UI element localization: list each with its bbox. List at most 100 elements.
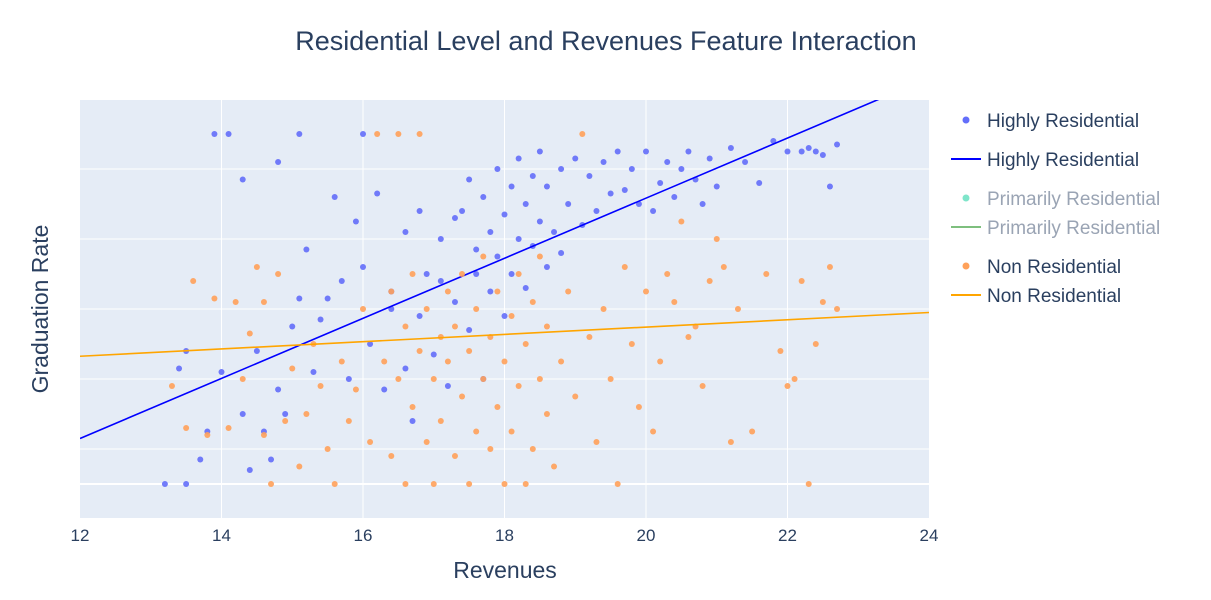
data-point bbox=[437, 418, 444, 424]
legend: Highly Residential Highly Residential Prim… bbox=[951, 111, 1160, 307]
data-point bbox=[805, 481, 812, 487]
series-1-trendline bbox=[80, 100, 880, 440]
legend-label: Highly Residential bbox=[987, 111, 1139, 132]
data-point bbox=[593, 208, 600, 214]
data-point bbox=[657, 180, 664, 186]
data-point bbox=[536, 148, 543, 155]
data-point bbox=[614, 148, 621, 155]
legend-item-5[interactable]: Non Residential bbox=[951, 286, 1121, 307]
data-point bbox=[367, 439, 374, 445]
legend-label: Highly Residential bbox=[987, 150, 1139, 171]
x-tick-label: 14 bbox=[212, 526, 231, 545]
data-point bbox=[338, 278, 345, 284]
data-point bbox=[487, 229, 494, 235]
legend-item-3[interactable]: Primarily Residential bbox=[951, 218, 1160, 239]
data-point bbox=[183, 425, 190, 431]
data-point bbox=[345, 418, 352, 424]
legend-item-1[interactable]: Highly Residential bbox=[951, 150, 1139, 171]
data-point bbox=[805, 145, 812, 151]
data-point bbox=[459, 208, 466, 214]
data-point bbox=[494, 404, 501, 410]
x-tick-label: 18 bbox=[495, 526, 514, 545]
data-point bbox=[402, 365, 409, 372]
x-tick-label: 24 bbox=[920, 526, 939, 545]
data-point bbox=[558, 166, 565, 172]
data-point bbox=[515, 271, 522, 277]
data-point bbox=[268, 481, 275, 487]
trend-line bbox=[80, 100, 880, 440]
data-point bbox=[558, 358, 565, 365]
legend-item-2[interactable]: Primarily Residential bbox=[962, 189, 1161, 210]
plot-area bbox=[80, 100, 929, 487]
data-point bbox=[289, 323, 296, 330]
legend-label: Non Residential bbox=[987, 286, 1121, 307]
data-point bbox=[628, 341, 635, 347]
data-point bbox=[402, 323, 409, 330]
data-point bbox=[770, 138, 777, 144]
data-point bbox=[444, 288, 451, 295]
data-point bbox=[360, 306, 366, 312]
data-point bbox=[536, 376, 543, 382]
data-point bbox=[635, 404, 642, 410]
data-point bbox=[246, 467, 253, 473]
data-point bbox=[501, 358, 508, 365]
data-point bbox=[451, 323, 458, 330]
data-point bbox=[515, 155, 522, 162]
data-point bbox=[402, 229, 409, 235]
data-point bbox=[303, 246, 310, 253]
data-point bbox=[423, 271, 430, 277]
data-point bbox=[727, 439, 734, 445]
data-point bbox=[699, 201, 706, 207]
data-point bbox=[473, 428, 480, 435]
data-point bbox=[643, 288, 649, 295]
data-point bbox=[565, 288, 572, 295]
legend-marker-icon bbox=[962, 194, 970, 202]
data-point bbox=[501, 211, 508, 218]
data-point bbox=[275, 159, 282, 165]
data-point bbox=[798, 278, 805, 284]
data-point bbox=[607, 376, 614, 382]
data-point bbox=[536, 218, 543, 225]
data-point bbox=[360, 264, 366, 270]
data-point bbox=[508, 183, 515, 190]
data-point bbox=[466, 348, 473, 354]
data-point bbox=[204, 432, 211, 438]
data-point bbox=[317, 316, 324, 323]
data-point bbox=[211, 295, 218, 302]
data-point bbox=[246, 330, 253, 337]
data-point bbox=[451, 299, 458, 305]
data-point bbox=[487, 288, 494, 295]
data-point bbox=[763, 271, 770, 277]
data-point bbox=[416, 208, 423, 214]
data-point bbox=[430, 351, 437, 358]
data-point bbox=[395, 376, 402, 382]
data-point bbox=[529, 446, 536, 452]
data-point bbox=[508, 428, 515, 435]
data-point bbox=[819, 299, 826, 305]
legend-item-4[interactable]: Non Residential bbox=[962, 257, 1122, 278]
data-point bbox=[522, 201, 529, 207]
data-point bbox=[536, 253, 543, 260]
data-point bbox=[522, 285, 529, 291]
data-point bbox=[834, 306, 841, 312]
data-point bbox=[522, 481, 529, 487]
legend-item-0[interactable]: Highly Residential bbox=[962, 111, 1140, 132]
data-point bbox=[508, 271, 515, 277]
data-point bbox=[713, 183, 720, 190]
data-point bbox=[579, 131, 586, 137]
legend-label: Non Residential bbox=[987, 257, 1121, 278]
trend-line bbox=[80, 311, 929, 358]
data-point bbox=[423, 306, 430, 312]
data-point bbox=[296, 131, 303, 137]
data-point bbox=[734, 306, 741, 312]
data-point bbox=[466, 481, 473, 487]
legend-label: Primarily Residential bbox=[987, 189, 1160, 210]
data-point bbox=[685, 334, 692, 340]
data-point bbox=[190, 278, 197, 284]
data-point bbox=[671, 299, 678, 305]
data-point bbox=[183, 481, 190, 487]
data-point bbox=[572, 155, 579, 162]
data-point bbox=[819, 152, 826, 158]
data-point bbox=[310, 369, 317, 375]
data-point bbox=[275, 386, 282, 393]
